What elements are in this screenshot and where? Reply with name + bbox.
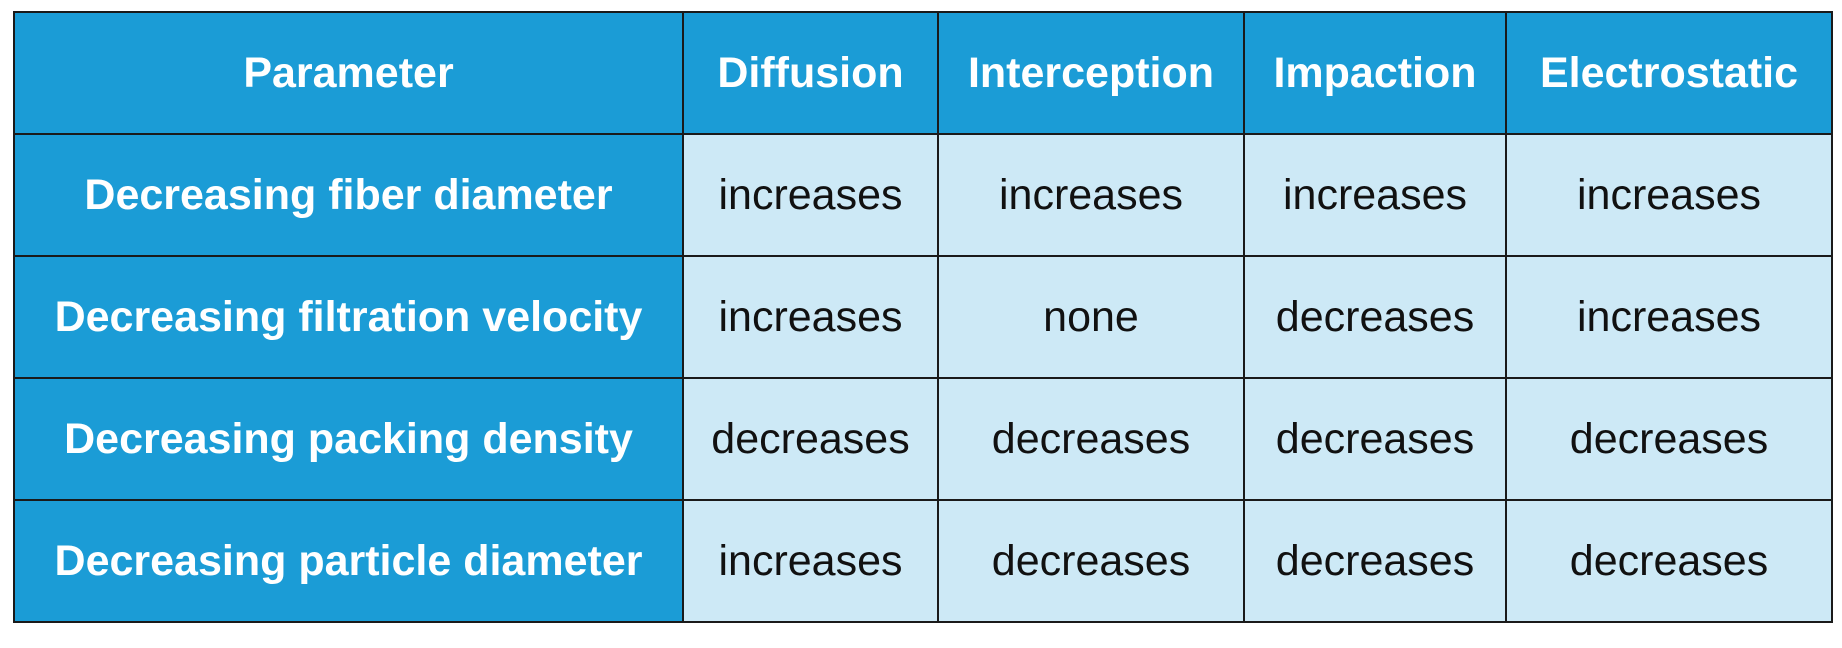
- table-cell: decreases: [1243, 377, 1507, 501]
- table-cell: decreases: [937, 499, 1245, 623]
- row-label: Decreasing particle diameter: [13, 499, 684, 623]
- table-cell: increases: [682, 255, 939, 379]
- header-diffusion: Diffusion: [682, 11, 939, 135]
- row-label: Decreasing filtration velocity: [13, 255, 684, 379]
- table-row: Decreasing filtration velocity increases…: [13, 255, 1833, 379]
- table-cell: decreases: [1243, 255, 1507, 379]
- table-cell: none: [937, 255, 1245, 379]
- table-cell: increases: [682, 133, 939, 257]
- header-row: Parameter Diffusion Interception Impacti…: [13, 11, 1833, 135]
- header-parameter: Parameter: [13, 11, 684, 135]
- header-electrostatic: Electrostatic: [1505, 11, 1833, 135]
- row-label: Decreasing packing density: [13, 377, 684, 501]
- table-cell: decreases: [1505, 499, 1833, 623]
- table-row: Decreasing particle diameter increases d…: [13, 499, 1833, 623]
- header-impaction: Impaction: [1243, 11, 1507, 135]
- table-cell: increases: [1505, 133, 1833, 257]
- header-interception: Interception: [937, 11, 1245, 135]
- parameter-effects-table: Parameter Diffusion Interception Impacti…: [13, 11, 1833, 623]
- table-cell: decreases: [1505, 377, 1833, 501]
- table-cell: increases: [937, 133, 1245, 257]
- parameter-effects-table-wrapper: Parameter Diffusion Interception Impacti…: [13, 11, 1833, 623]
- table-cell: decreases: [682, 377, 939, 501]
- table-row: Decreasing packing density decreases dec…: [13, 377, 1833, 501]
- table-cell: increases: [682, 499, 939, 623]
- row-label: Decreasing fiber diameter: [13, 133, 684, 257]
- table-cell: decreases: [937, 377, 1245, 501]
- table-row: Decreasing fiber diameter increases incr…: [13, 133, 1833, 257]
- table-cell: decreases: [1243, 499, 1507, 623]
- table-cell: increases: [1243, 133, 1507, 257]
- table-cell: increases: [1505, 255, 1833, 379]
